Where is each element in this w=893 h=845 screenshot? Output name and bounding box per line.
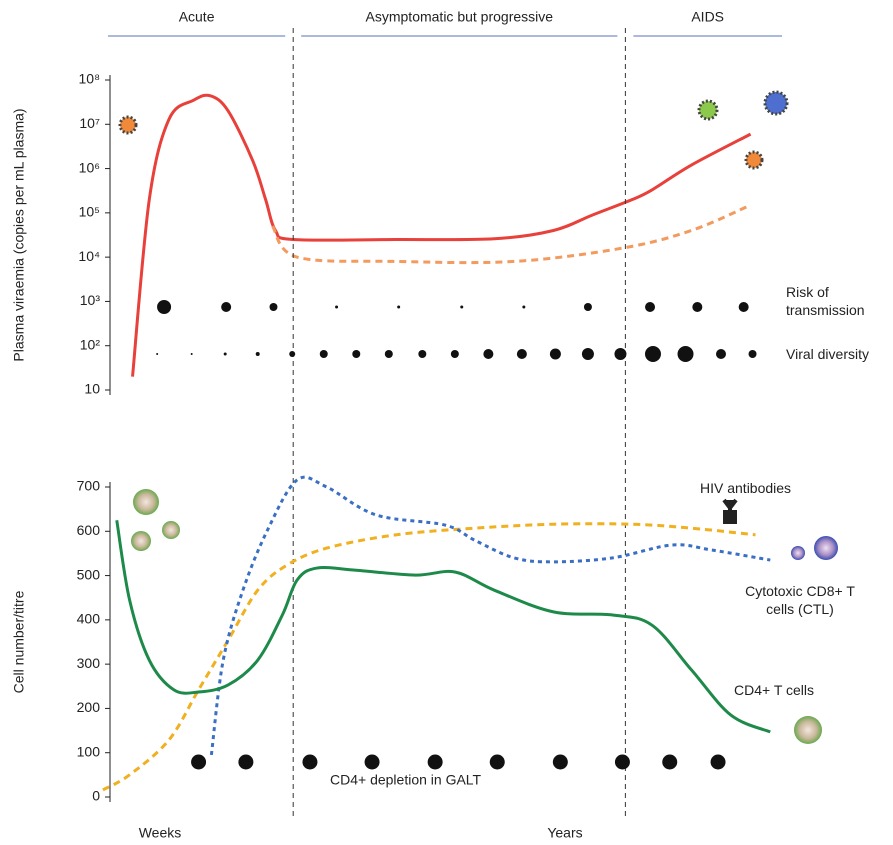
dot-row-label: CD4+ depletion in GALT — [330, 772, 482, 788]
series-line — [131, 93, 752, 377]
dot — [483, 349, 494, 359]
galt-dot — [552, 754, 568, 770]
dot — [460, 305, 464, 309]
series-line — [115, 519, 771, 734]
y-tick-label: 10² — [80, 336, 101, 352]
dot — [645, 302, 656, 312]
y-tick-label: 400 — [77, 611, 101, 627]
dot — [223, 352, 227, 356]
y-axis-label: Cell number/titre — [11, 590, 27, 693]
dot — [289, 351, 296, 357]
dot — [418, 350, 427, 358]
galt-dot — [191, 754, 207, 770]
galt-dot — [489, 754, 505, 770]
dot — [516, 349, 527, 359]
galt-dot — [662, 754, 678, 770]
series-label: HIV antibodies — [700, 480, 792, 496]
phase-label: AIDS — [691, 9, 724, 25]
series-label-box: CD4+ T cells — [734, 682, 815, 698]
dot — [269, 303, 278, 311]
y-tick-label: 10 — [84, 381, 100, 397]
series-label-box: HIV antibodies — [700, 480, 792, 496]
y-tick-label: 10⁸ — [79, 71, 101, 87]
dot — [522, 305, 526, 309]
dot — [156, 353, 159, 355]
series-label-box: Cytotoxic CD8+ T cells (CTL) — [745, 583, 855, 617]
y-tick-label: 10⁶ — [79, 159, 100, 175]
time-label: Years — [547, 825, 582, 841]
dot — [352, 350, 361, 358]
phase-label: Acute — [179, 9, 215, 25]
dot-row-label-box: Viral diversity — [786, 346, 869, 362]
galt-dot — [302, 754, 318, 770]
dot — [319, 350, 328, 358]
y-tick-label: 100 — [77, 743, 101, 759]
y-tick-label: 10⁵ — [79, 204, 100, 220]
series-line — [271, 203, 752, 265]
dot — [384, 350, 393, 358]
dot — [644, 346, 661, 362]
icons — [118, 90, 838, 744]
dot — [157, 300, 172, 314]
y-tick-label: 600 — [77, 522, 101, 538]
dot — [692, 302, 703, 312]
dot — [549, 348, 561, 360]
dot-row-label: Risk of transmission — [786, 284, 865, 318]
galt-dot — [614, 754, 630, 770]
dot — [581, 348, 594, 360]
dot — [716, 349, 726, 359]
y-tick-label: 500 — [77, 566, 101, 582]
y-tick-label: 700 — [77, 478, 101, 494]
y-tick-label: 0 — [92, 788, 100, 804]
dot-row-label-box: Risk of transmission — [786, 284, 865, 318]
dot-row-label: Viral diversity — [786, 346, 869, 362]
dot — [614, 348, 627, 360]
galt-dot — [710, 754, 726, 770]
dot — [450, 350, 459, 358]
dot — [738, 302, 749, 312]
dot — [221, 302, 232, 312]
time-label: Weeks — [139, 825, 182, 841]
series-label: Cytotoxic CD8+ T cells (CTL) — [745, 583, 855, 617]
series-line — [102, 522, 756, 792]
galt-dot — [427, 754, 443, 770]
y-tick-label: 10³ — [80, 292, 101, 308]
dot — [335, 305, 339, 309]
dot — [397, 305, 401, 309]
galt-dot — [238, 754, 254, 770]
dot — [583, 303, 592, 311]
y-tick-label: 200 — [77, 699, 101, 715]
y-tick-label: 10⁷ — [79, 115, 100, 131]
series-line — [209, 475, 771, 756]
series-label: CD4+ T cells — [734, 682, 815, 698]
y-tick-label: 10⁴ — [78, 248, 100, 264]
dot — [190, 353, 193, 355]
y-axis-label: Plasma viraemia (copies per mL plasma) — [11, 108, 27, 361]
galt-dot — [364, 754, 380, 770]
y-tick-label: 300 — [77, 655, 101, 671]
dot — [748, 350, 757, 358]
phase-label: Asymptomatic but progressive — [366, 9, 554, 25]
dot — [677, 346, 694, 362]
dot — [255, 352, 260, 356]
